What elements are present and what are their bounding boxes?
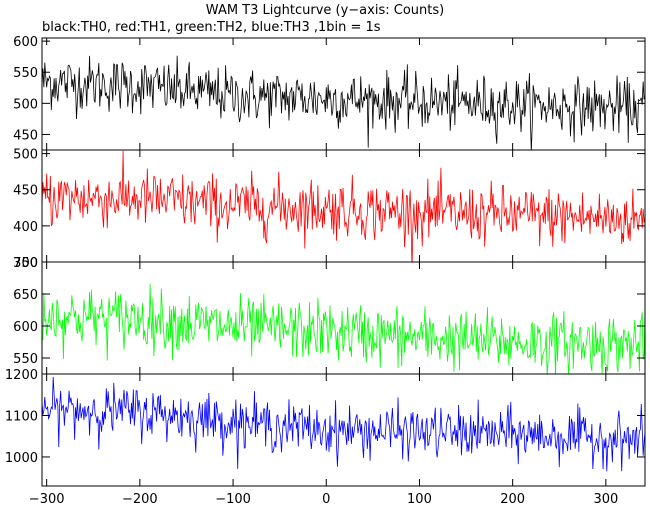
y-tick-label-0-1: 500 — [13, 97, 38, 112]
panel-1: 350 400 450 500 — [13, 148, 646, 271]
y-tick-label-3-0: 1000 — [5, 451, 38, 466]
x-tick-label-5: 200 — [500, 492, 525, 505]
y-tick-label-0-3: 600 — [13, 35, 38, 50]
y-tick-label-2-3: 700 — [13, 256, 38, 271]
panel-3: 1000 1100 1200 — [5, 368, 646, 487]
panel-frame-3 — [41, 373, 646, 487]
panel-0: 450 500 550 600 — [13, 35, 646, 151]
chart-subtitle: black:TH0, red:TH1, green:TH2, blue:TH3 … — [42, 20, 381, 35]
y-tick-label-3-1: 1100 — [5, 409, 38, 424]
y-tick-label-1-1: 400 — [13, 220, 38, 235]
x-tick-label-4: 100 — [407, 492, 432, 505]
series-line-1 — [42, 150, 645, 262]
chart-panels: 450 500 550 600 350 400 450 500 550 600 650 700 1000… — [5, 35, 646, 487]
panel-frame-2 — [41, 261, 646, 375]
chart-title: WAM T3 Lightcurve (y−axis: Counts) — [206, 3, 444, 18]
panel-2: 550 600 650 700 — [13, 256, 646, 375]
y-tick-label-2-2: 650 — [13, 288, 38, 303]
series-line-0 — [42, 55, 645, 150]
series-line-2 — [42, 284, 645, 374]
y-tick-label-2-0: 550 — [13, 352, 38, 367]
x-tick-label-6: 300 — [593, 492, 618, 505]
series-line-3 — [42, 376, 645, 472]
x-tick-label-3: 0 — [322, 492, 330, 505]
y-tick-label-1-0: 350 — [13, 256, 38, 271]
y-tick-label-1-2: 450 — [13, 184, 38, 199]
x-tick-label-1: −200 — [122, 492, 158, 505]
y-tick-label-3-2: 1200 — [5, 368, 38, 383]
y-tick-label-0-0: 450 — [13, 128, 38, 143]
x-tick-label-2: −100 — [215, 492, 251, 505]
y-tick-label-2-1: 600 — [13, 320, 38, 335]
y-tick-label-0-2: 550 — [13, 66, 38, 81]
x-tick-label-0: −300 — [29, 492, 65, 505]
y-tick-label-1-3: 500 — [13, 148, 38, 163]
x-axis: −300 −200 −100 0 100 200 300 — [29, 492, 618, 505]
